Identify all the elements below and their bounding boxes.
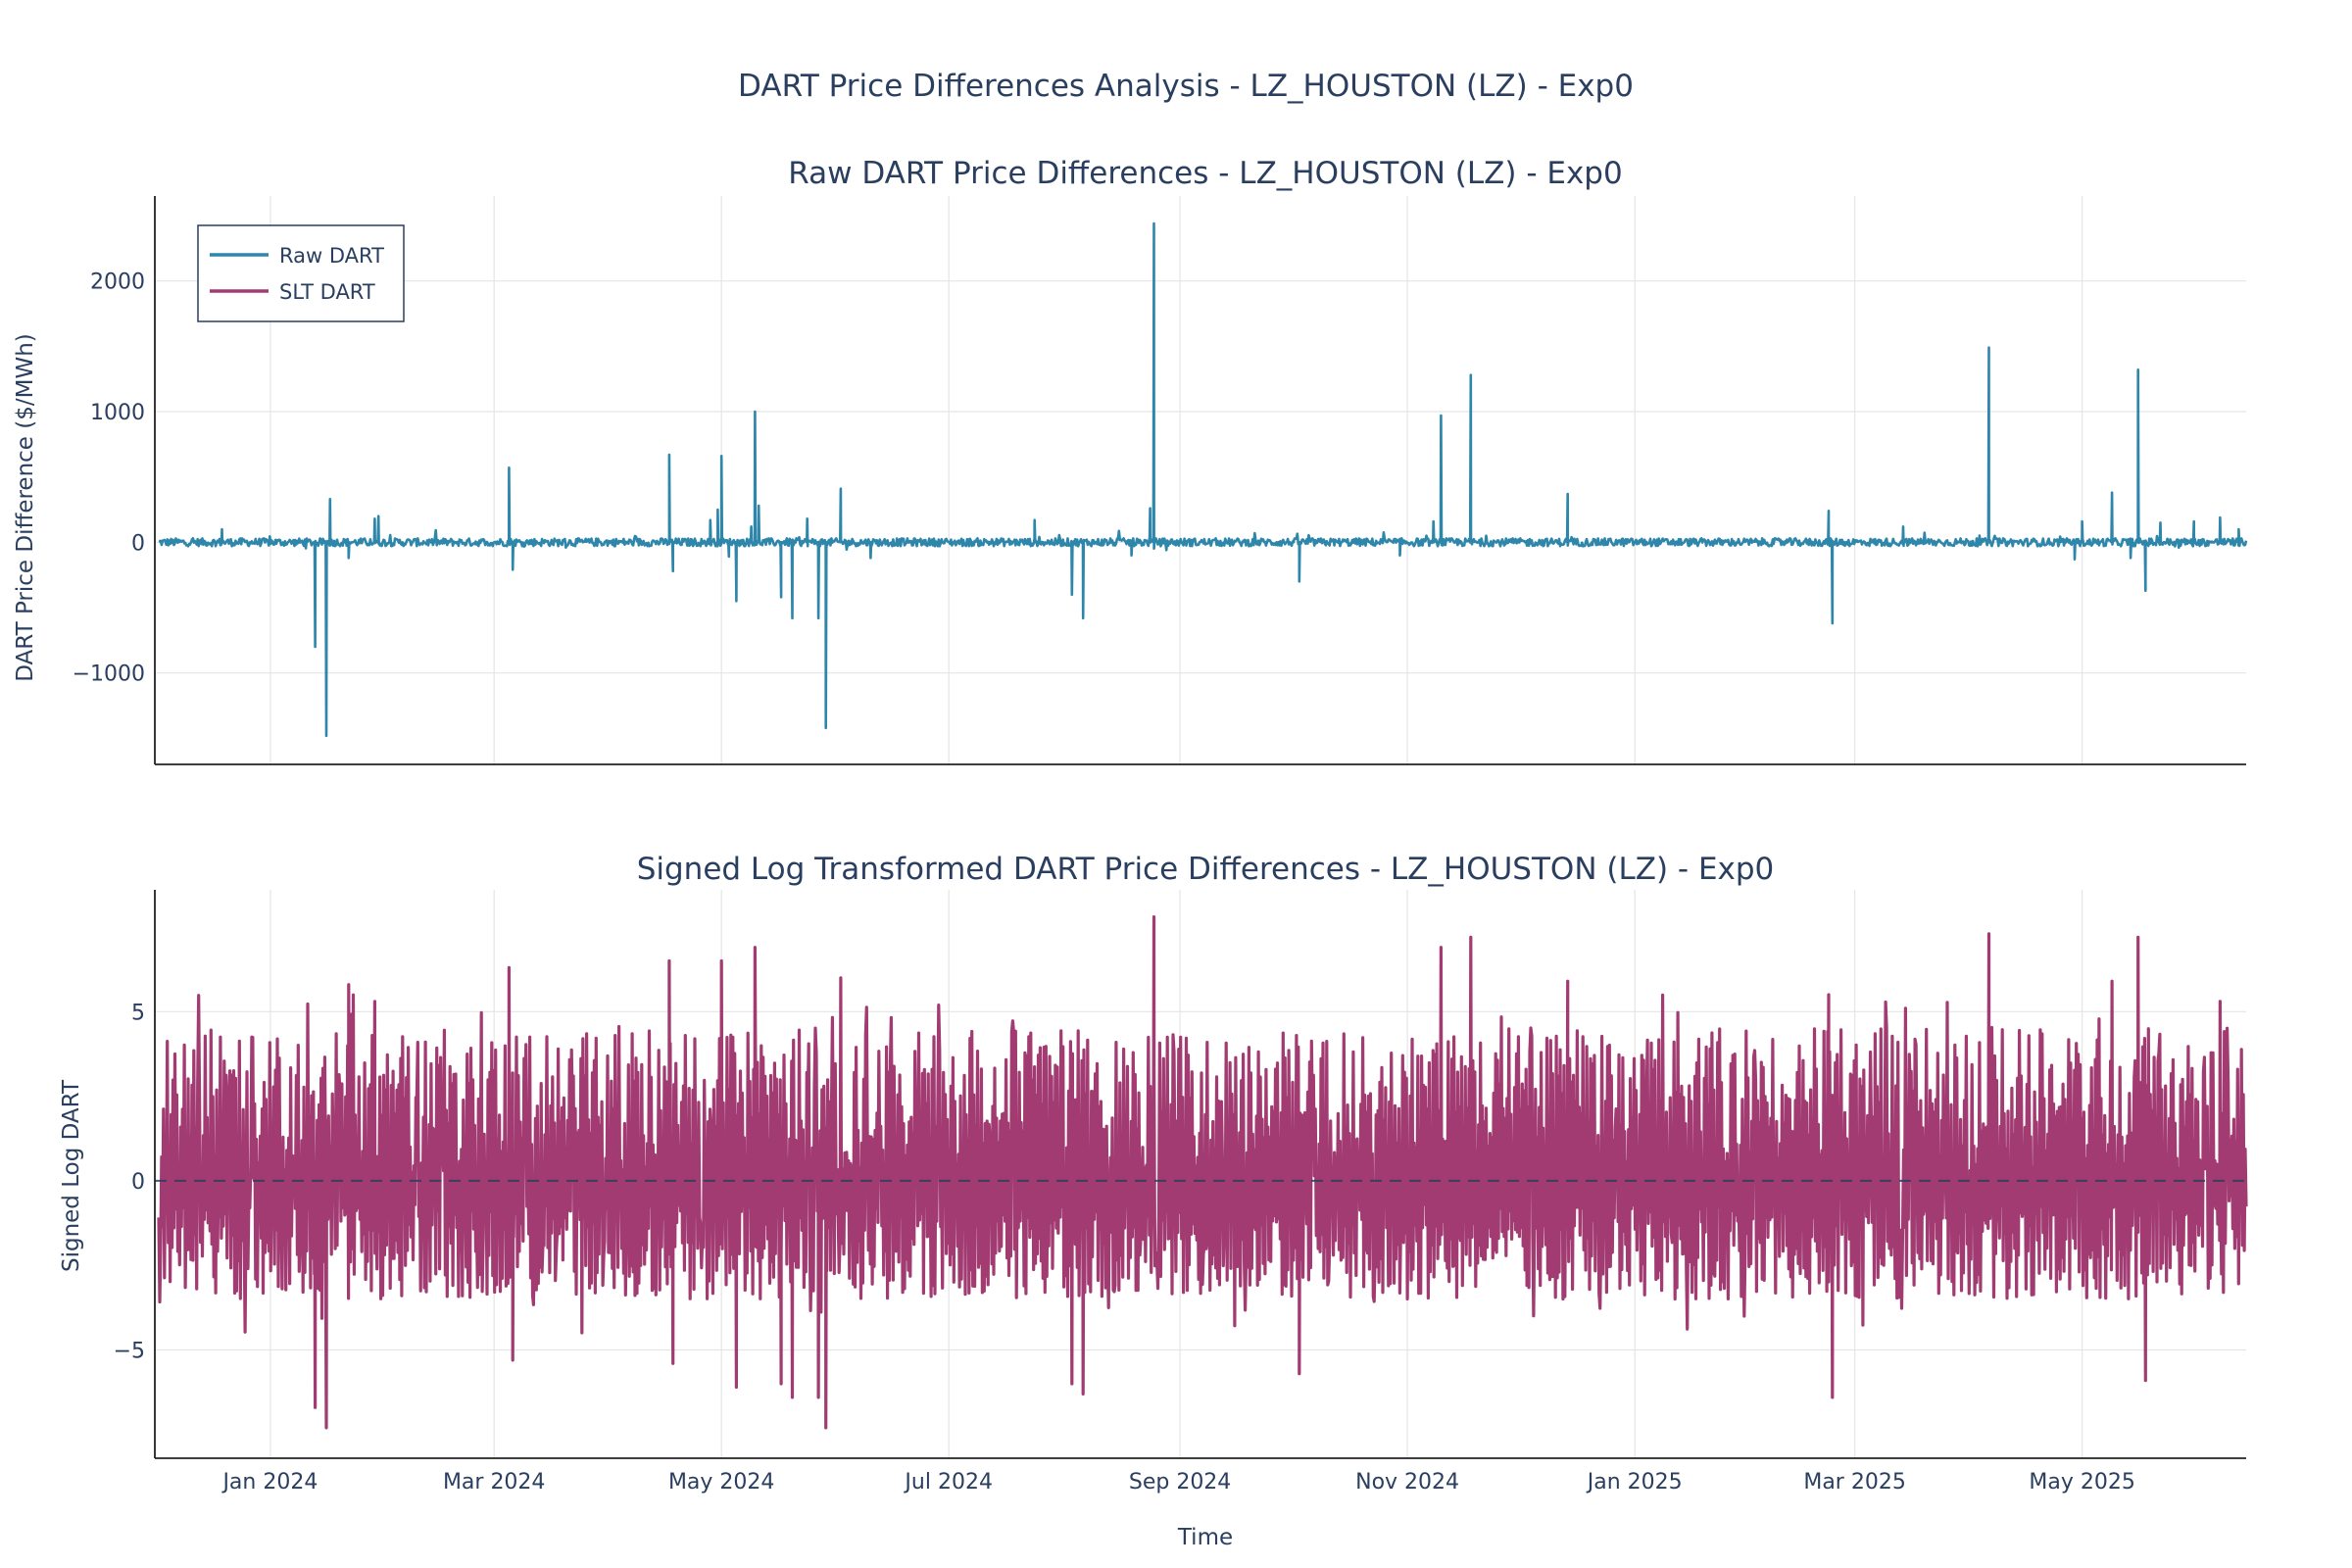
main-title: DART Price Differences Analysis - LZ_HOU… (738, 69, 1634, 104)
slt-panel: Signed Log Transformed DART Price Differ… (59, 852, 2248, 1459)
raw-y-ticks: −1000 0 1000 2000 (73, 270, 145, 687)
x-tick-label-5: Nov 2024 (1355, 1470, 1459, 1494)
y-tick-label-1: 0 (131, 1170, 145, 1195)
raw-panel: Raw DART Price Differences - LZ_HOUSTON … (13, 156, 2248, 765)
slt-series-line (157, 915, 2248, 1430)
slt-axes (154, 890, 2246, 1459)
x-tick-labels: Jan 2024 Mar 2024 May 2024 Jul 2024 Sep 2024… (220, 1470, 2134, 1494)
y-tick-label-2: 1000 (90, 401, 145, 425)
x-tick-label-1: Mar 2024 (443, 1470, 546, 1494)
slt-y-ticks: −5 0 5 (114, 1001, 145, 1363)
y-tick-label-3: 2000 (90, 270, 145, 295)
legend-label-raw: Raw DART (279, 244, 384, 268)
x-tick-label-6: Jan 2025 (1586, 1470, 1683, 1494)
legend-label-slt: SLT DART (279, 280, 375, 304)
raw-y-axis-title: DART Price Difference ($/MWh) (13, 333, 38, 682)
x-tick-label-7: Mar 2025 (1803, 1470, 1906, 1494)
x-axis-title: Time (1177, 1525, 1233, 1550)
y-tick-label-1: 0 (131, 531, 145, 556)
x-tick-label-2: May 2024 (668, 1470, 774, 1494)
raw-axes (154, 196, 2246, 765)
slt-series (157, 915, 2248, 1430)
y-tick-label-2: 5 (131, 1001, 145, 1025)
slt-y-axis-title: Signed Log DART (59, 1079, 84, 1272)
slt-panel-title: Signed Log Transformed DART Price Differ… (637, 852, 1775, 887)
x-tick-label-8: May 2025 (2029, 1470, 2134, 1494)
x-tick-label-0: Jan 2024 (220, 1470, 318, 1494)
x-tick-label-3: Jul 2024 (903, 1470, 993, 1494)
legend: Raw DART SLT DART (197, 224, 405, 322)
x-tick-label-4: Sep 2024 (1129, 1470, 1231, 1494)
raw-series (158, 221, 2248, 737)
raw-panel-title: Raw DART Price Differences - LZ_HOUSTON … (788, 156, 1622, 191)
y-tick-label-0: −5 (114, 1340, 145, 1364)
y-tick-label-0: −1000 (73, 662, 145, 687)
raw-series-line (158, 221, 2248, 737)
legend-box (197, 224, 405, 322)
